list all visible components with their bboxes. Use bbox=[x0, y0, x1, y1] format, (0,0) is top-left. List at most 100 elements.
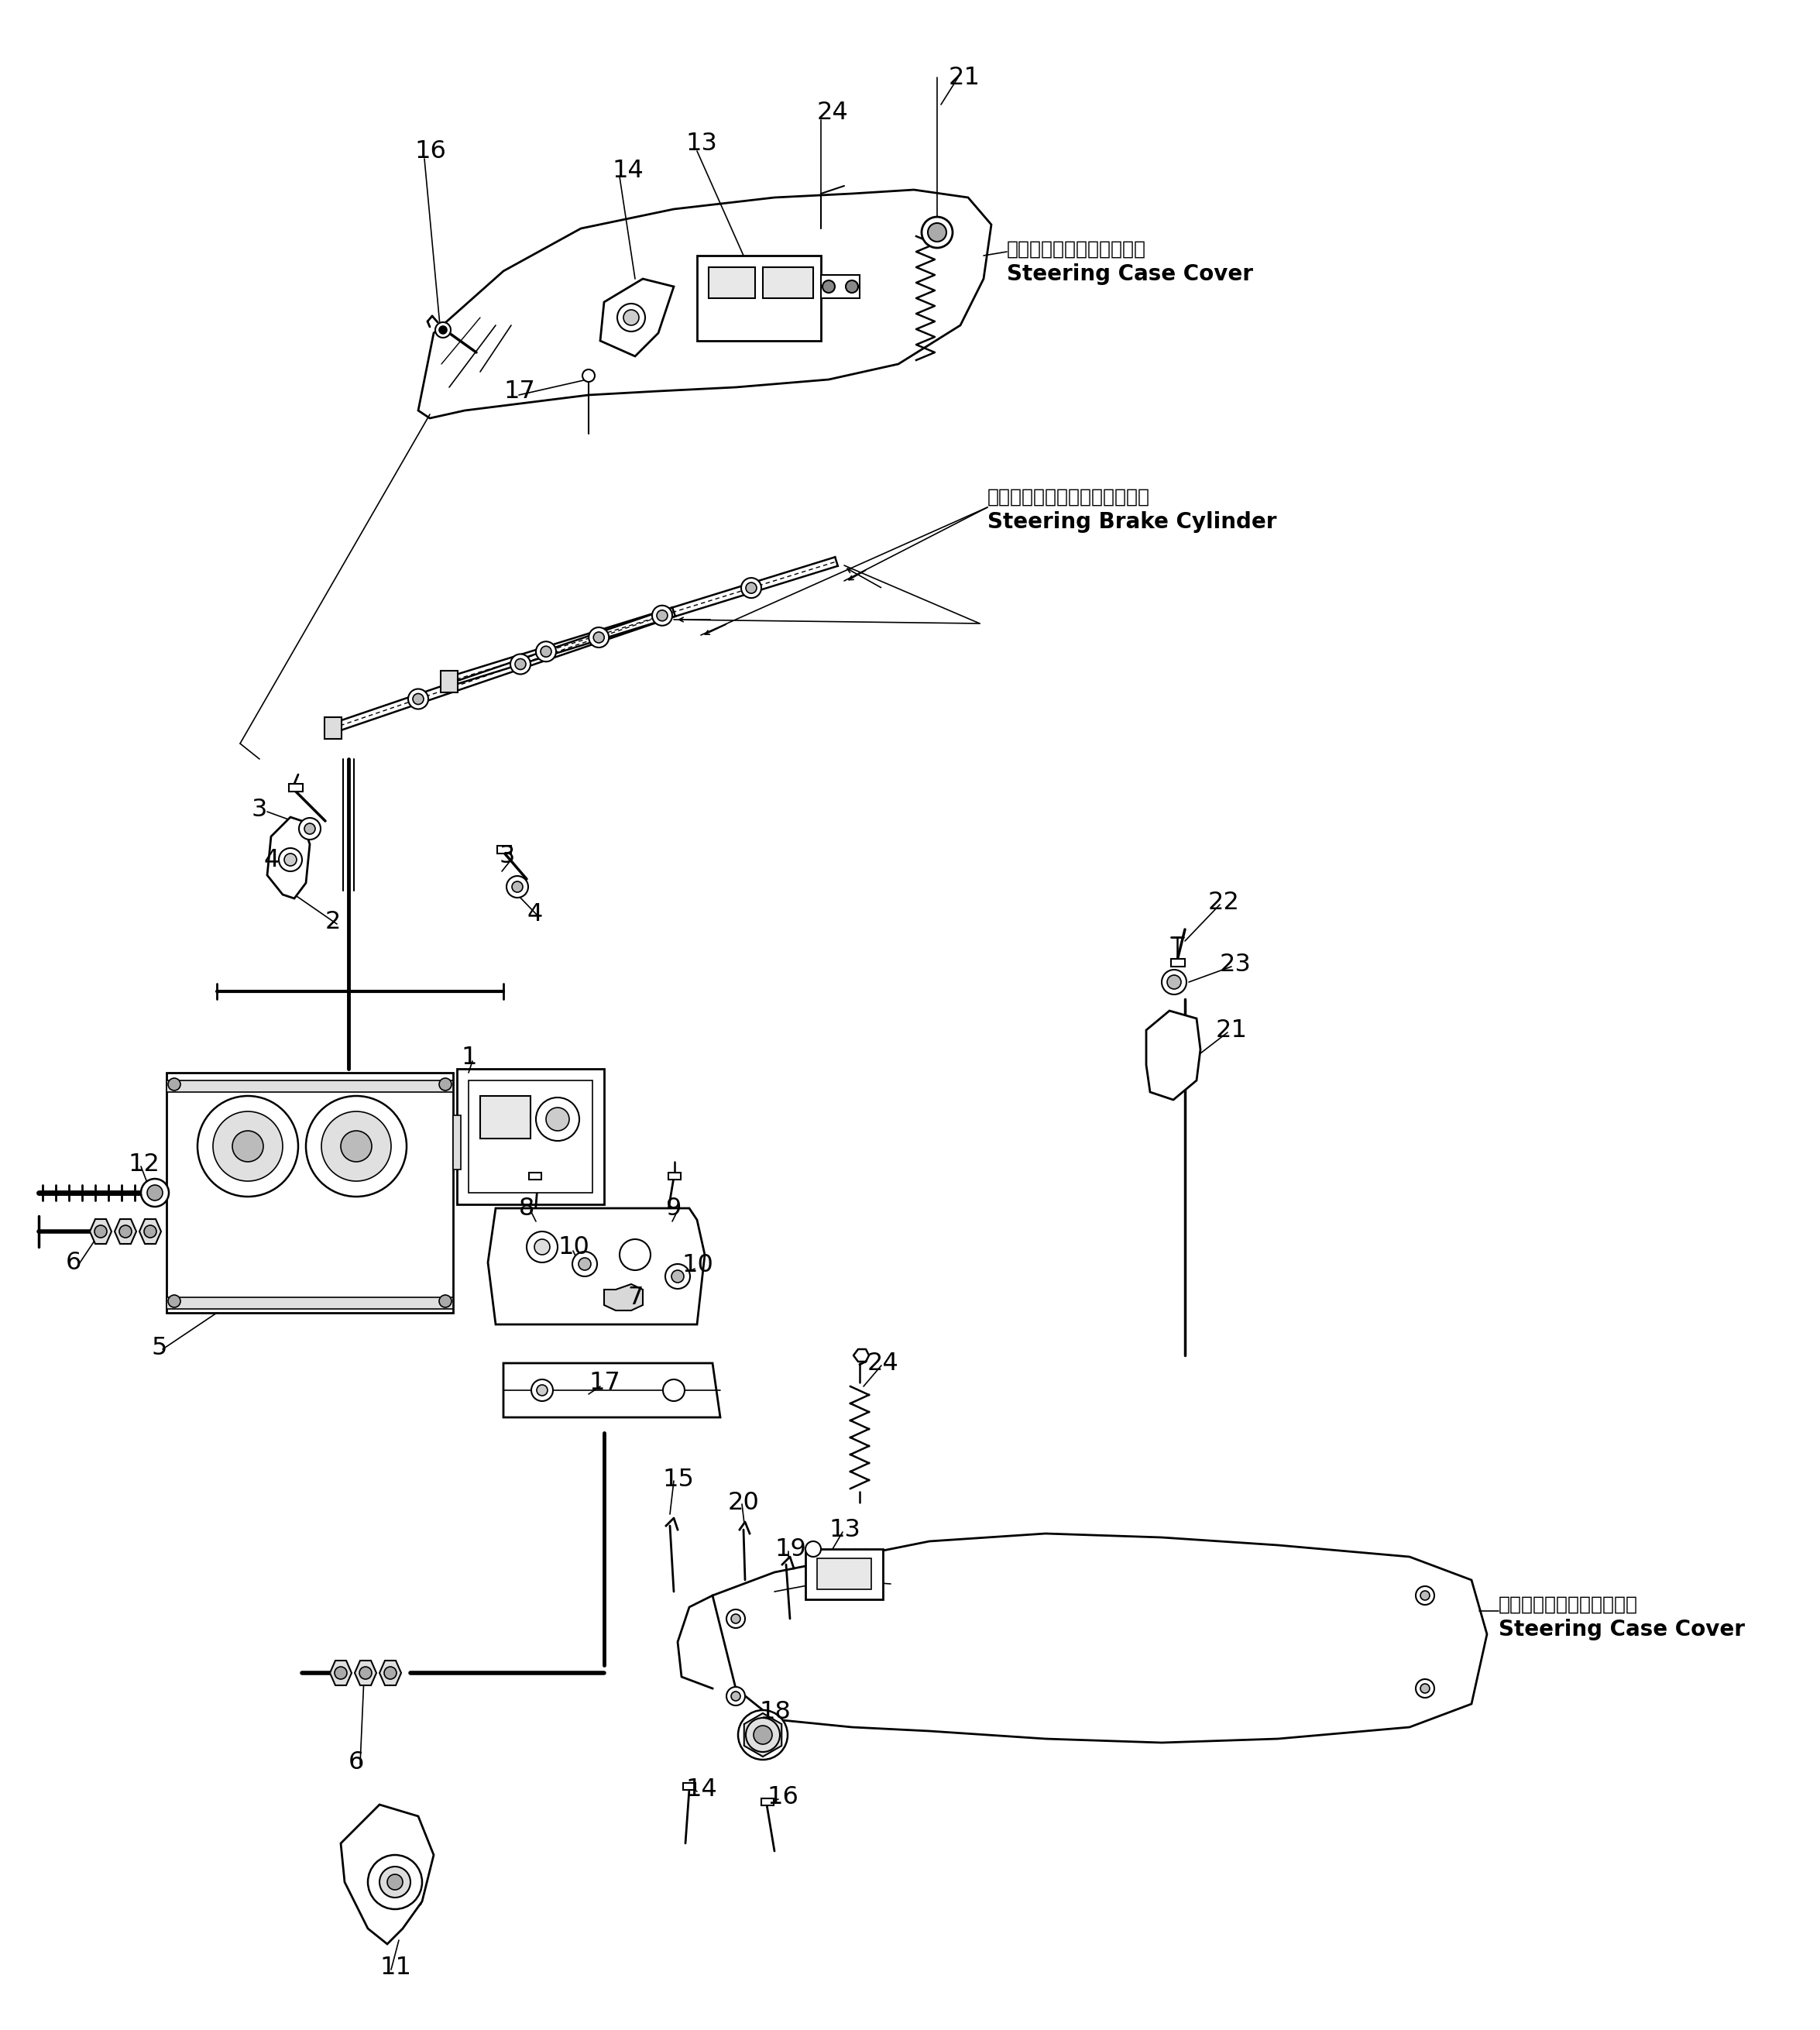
Circle shape bbox=[1416, 1585, 1434, 1606]
Circle shape bbox=[928, 223, 946, 242]
Circle shape bbox=[726, 1610, 744, 1628]
Circle shape bbox=[662, 1380, 684, 1401]
Circle shape bbox=[535, 1098, 579, 1141]
Circle shape bbox=[335, 1667, 348, 1679]
Circle shape bbox=[726, 1687, 744, 1705]
Circle shape bbox=[846, 280, 857, 292]
Polygon shape bbox=[115, 1220, 136, 1244]
Circle shape bbox=[213, 1112, 282, 1181]
Circle shape bbox=[95, 1226, 107, 1238]
Text: 3: 3 bbox=[499, 844, 515, 869]
Circle shape bbox=[1420, 1592, 1431, 1600]
Polygon shape bbox=[355, 1661, 377, 1685]
Text: 17: 17 bbox=[588, 1370, 621, 1395]
Circle shape bbox=[167, 1295, 180, 1307]
Circle shape bbox=[380, 1866, 411, 1898]
Text: 12: 12 bbox=[127, 1153, 160, 1177]
Circle shape bbox=[535, 641, 557, 662]
Polygon shape bbox=[329, 1661, 351, 1685]
Text: 17: 17 bbox=[504, 380, 535, 404]
Bar bbox=[166, 1297, 453, 1309]
Text: 13: 13 bbox=[828, 1518, 861, 1543]
Bar bbox=[497, 847, 511, 853]
Bar bbox=[530, 1173, 541, 1179]
Bar bbox=[761, 1799, 774, 1805]
Bar bbox=[1170, 958, 1185, 966]
Text: 11: 11 bbox=[380, 1955, 411, 1979]
Circle shape bbox=[732, 1691, 741, 1701]
Polygon shape bbox=[1147, 1011, 1201, 1100]
Text: 10: 10 bbox=[681, 1253, 713, 1277]
Bar bbox=[817, 1559, 872, 1589]
Circle shape bbox=[546, 1108, 570, 1131]
Polygon shape bbox=[340, 1805, 433, 1945]
Circle shape bbox=[439, 1295, 451, 1307]
Circle shape bbox=[340, 1131, 371, 1161]
Circle shape bbox=[140, 1179, 169, 1206]
Text: 5: 5 bbox=[151, 1336, 167, 1360]
Text: 8: 8 bbox=[519, 1196, 535, 1220]
Text: 21: 21 bbox=[948, 65, 981, 89]
Bar bbox=[480, 1096, 530, 1139]
Text: 10: 10 bbox=[557, 1236, 590, 1259]
Text: ステアリングケースカバー: ステアリングケースカバー bbox=[1498, 1596, 1638, 1614]
Circle shape bbox=[511, 881, 522, 893]
Bar bbox=[763, 268, 814, 298]
Circle shape bbox=[506, 877, 528, 897]
Circle shape bbox=[746, 583, 757, 593]
Polygon shape bbox=[712, 1533, 1487, 1742]
Text: 19: 19 bbox=[775, 1537, 806, 1561]
Polygon shape bbox=[488, 1208, 704, 1324]
Circle shape bbox=[541, 646, 551, 658]
Text: 6: 6 bbox=[66, 1250, 82, 1275]
Polygon shape bbox=[268, 818, 309, 899]
Text: 1: 1 bbox=[460, 1045, 477, 1070]
Circle shape bbox=[537, 1384, 548, 1397]
Circle shape bbox=[298, 818, 320, 840]
Circle shape bbox=[1420, 1683, 1431, 1693]
Circle shape bbox=[144, 1226, 157, 1238]
Circle shape bbox=[510, 654, 530, 674]
Circle shape bbox=[368, 1855, 422, 1908]
Circle shape bbox=[1167, 974, 1181, 989]
Circle shape bbox=[359, 1667, 371, 1679]
Circle shape bbox=[284, 853, 297, 867]
Bar bbox=[806, 1549, 883, 1600]
Circle shape bbox=[526, 1232, 557, 1263]
Text: 4: 4 bbox=[264, 849, 278, 873]
Circle shape bbox=[571, 1253, 597, 1277]
Circle shape bbox=[579, 1259, 592, 1271]
Polygon shape bbox=[504, 1362, 721, 1417]
Text: 21: 21 bbox=[1216, 1019, 1249, 1043]
Circle shape bbox=[278, 849, 302, 871]
Text: 22: 22 bbox=[1208, 891, 1239, 916]
Text: 9: 9 bbox=[666, 1196, 682, 1220]
Circle shape bbox=[535, 1238, 550, 1255]
Polygon shape bbox=[89, 1220, 111, 1244]
Text: 7: 7 bbox=[628, 1285, 642, 1309]
Bar bbox=[324, 717, 342, 739]
Circle shape bbox=[823, 280, 835, 292]
Text: 18: 18 bbox=[759, 1699, 790, 1723]
Circle shape bbox=[531, 1380, 553, 1401]
Text: 23: 23 bbox=[1219, 952, 1252, 976]
Polygon shape bbox=[419, 189, 992, 418]
Circle shape bbox=[593, 631, 604, 644]
Bar bbox=[668, 1173, 681, 1179]
Circle shape bbox=[582, 369, 595, 382]
Text: Steering Case Cover: Steering Case Cover bbox=[1006, 264, 1254, 284]
Text: 24: 24 bbox=[817, 102, 848, 124]
Circle shape bbox=[732, 1614, 741, 1624]
Circle shape bbox=[666, 1265, 690, 1289]
Text: 24: 24 bbox=[868, 1352, 899, 1376]
Circle shape bbox=[198, 1096, 298, 1196]
Circle shape bbox=[657, 611, 668, 621]
Text: 3: 3 bbox=[251, 798, 268, 822]
Text: Steering Case Cover: Steering Case Cover bbox=[1498, 1618, 1745, 1640]
Circle shape bbox=[739, 1709, 788, 1760]
Circle shape bbox=[624, 311, 639, 325]
Text: ステアリングケースカバー: ステアリングケースカバー bbox=[1006, 240, 1147, 258]
Bar bbox=[708, 268, 755, 298]
Circle shape bbox=[515, 658, 526, 670]
Circle shape bbox=[233, 1131, 264, 1161]
